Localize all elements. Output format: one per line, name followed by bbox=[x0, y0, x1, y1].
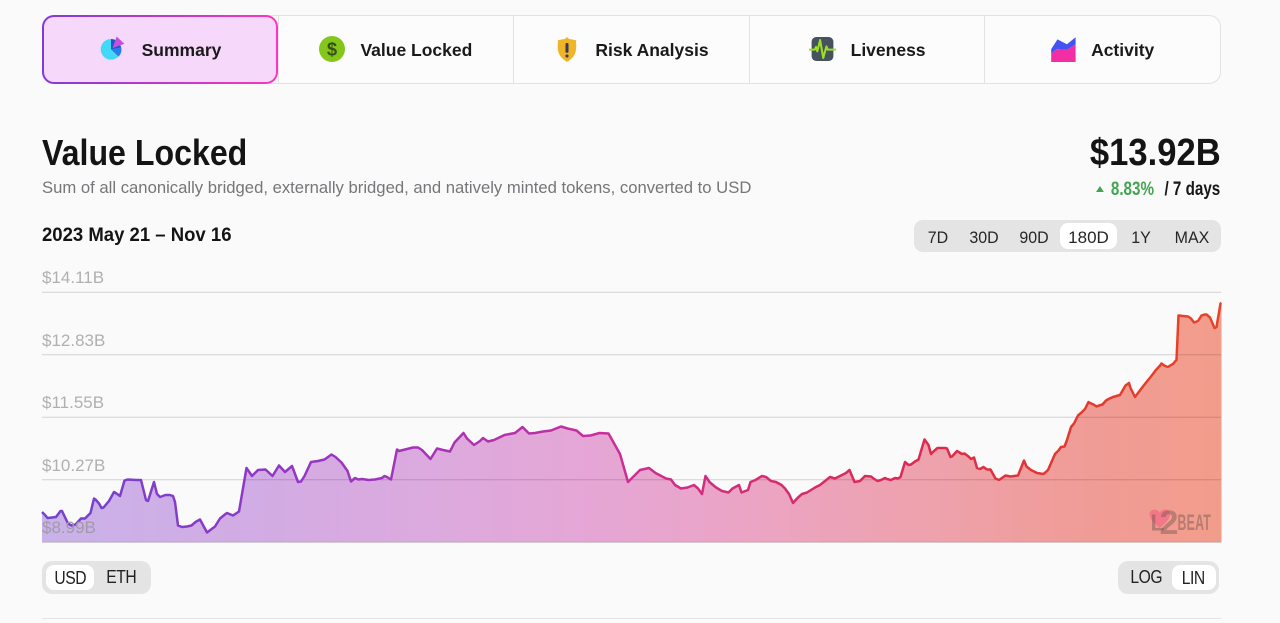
svg-text:2: 2 bbox=[1160, 504, 1179, 542]
svg-text:$: $ bbox=[327, 39, 337, 60]
svg-text:BEAT: BEAT bbox=[1178, 510, 1212, 535]
svg-text:L: L bbox=[1151, 510, 1165, 536]
